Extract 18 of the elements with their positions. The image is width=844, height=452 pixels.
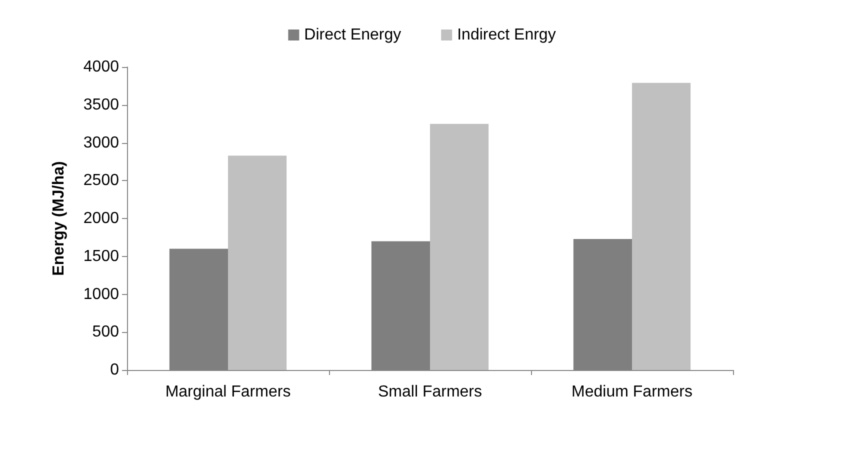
legend-label: Direct Energy — [304, 26, 402, 44]
y-axis-title: Energy (MJ/ha) — [50, 161, 68, 276]
y-tick-label: 0 — [110, 362, 120, 378]
y-tick-label: 3500 — [83, 96, 120, 114]
y-tick-label: 3000 — [83, 134, 120, 152]
y-tick-label: 1000 — [83, 286, 120, 303]
bar — [430, 124, 489, 370]
y-tick-label: 2000 — [83, 210, 120, 227]
bar — [632, 82, 691, 370]
y-tick-label: 500 — [92, 324, 120, 341]
y-tick-label: 4000 — [83, 58, 120, 76]
x-tick-label: Medium Farmers — [572, 384, 692, 400]
y-tick-label: 1500 — [83, 248, 120, 265]
y-tick-label: 2500 — [83, 172, 120, 190]
x-tick-label: Marginal Farmers — [165, 384, 291, 400]
legend-label: Indirect Enrgy — [457, 26, 556, 44]
bar — [228, 156, 287, 370]
x-tick-label: Small Farmers — [378, 384, 482, 400]
